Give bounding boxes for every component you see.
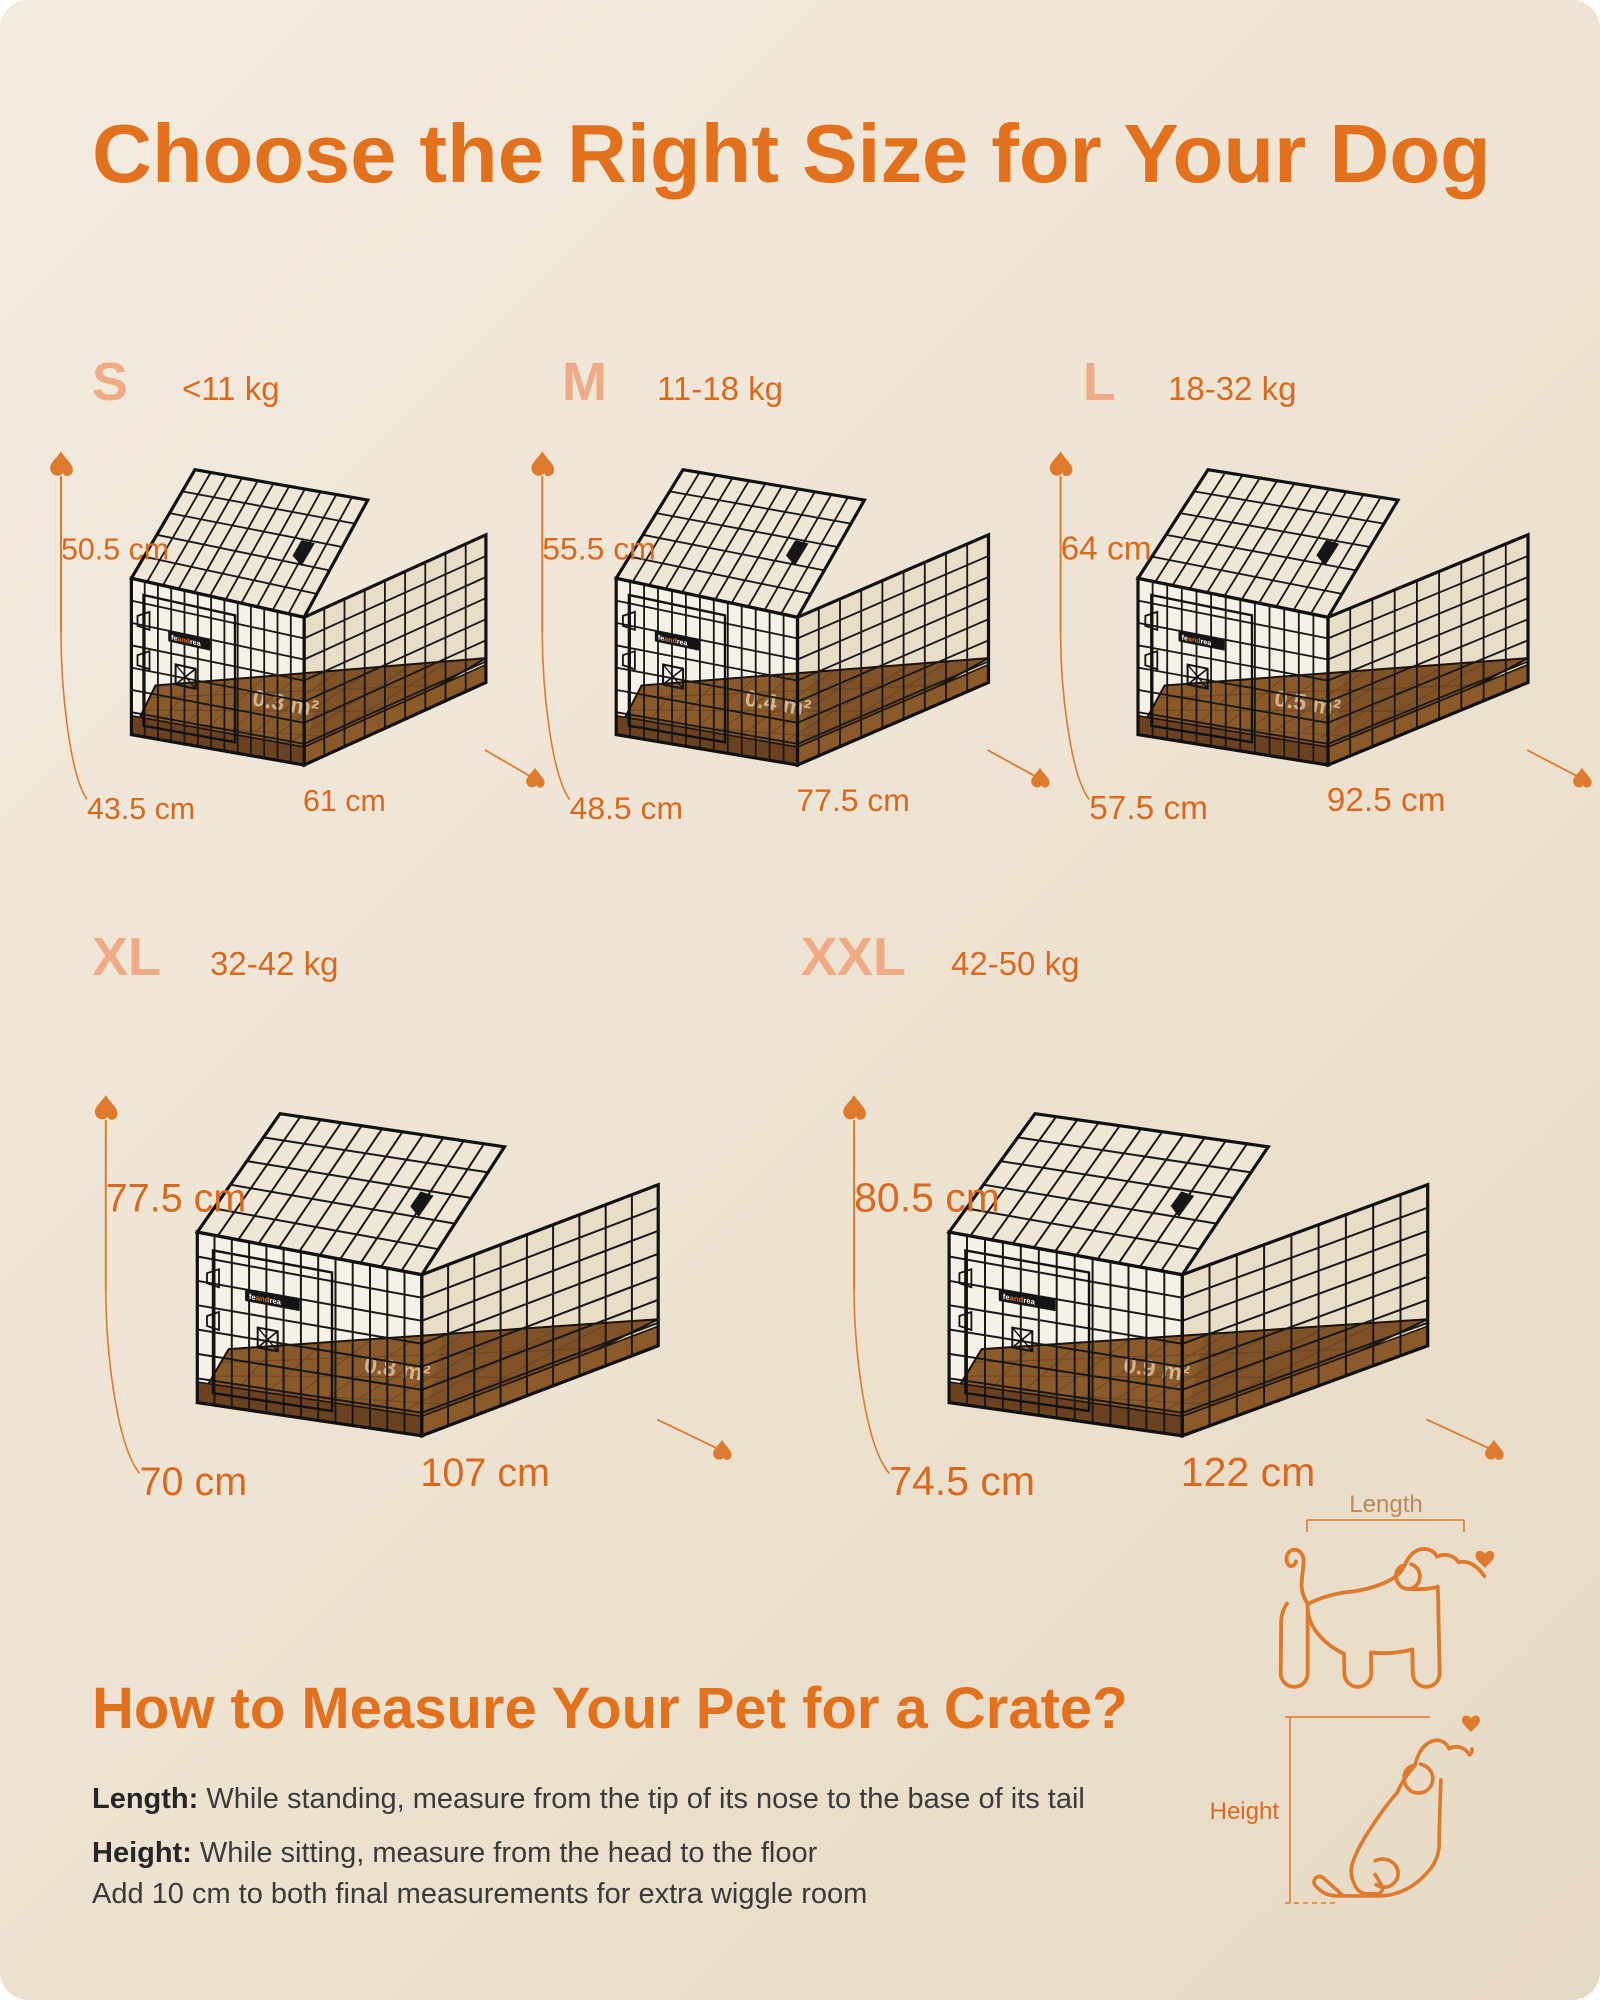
svg-text:Add 10 cm to both final measur: Add 10 cm to both final measurements for… xyxy=(92,1878,867,1910)
svg-text:57.5 cm: 57.5 cm xyxy=(1089,790,1208,827)
svg-text:50.5 cm: 50.5 cm xyxy=(61,532,169,566)
svg-text:XXL: XXL xyxy=(801,927,906,987)
svg-text:107 cm: 107 cm xyxy=(420,1451,550,1495)
svg-text:61 cm: 61 cm xyxy=(303,784,386,818)
svg-text:42-50 kg: 42-50 kg xyxy=(951,945,1079,982)
svg-text:11-18 kg: 11-18 kg xyxy=(657,370,783,407)
svg-text:77.5 cm: 77.5 cm xyxy=(796,782,909,818)
svg-text:92.5 cm: 92.5 cm xyxy=(1327,782,1446,819)
svg-text:Length: Length xyxy=(1349,1491,1422,1518)
svg-text:S: S xyxy=(92,352,128,412)
svg-text:43.5 cm: 43.5 cm xyxy=(87,792,195,826)
svg-text:<11 kg: <11 kg xyxy=(182,370,280,407)
svg-text:64 cm: 64 cm xyxy=(1061,530,1152,567)
svg-text:Length: While standing, measur: Length: While standing, measure from the… xyxy=(92,1783,1085,1815)
svg-text:How to Measure Your Pet for a: How to Measure Your Pet for a Crate? xyxy=(92,1676,1128,1741)
svg-text:Height: Height xyxy=(1210,1798,1280,1825)
svg-text:L: L xyxy=(1083,352,1116,412)
svg-text:48.5 cm: 48.5 cm xyxy=(570,790,683,826)
svg-text:74.5 cm: 74.5 cm xyxy=(889,1458,1035,1504)
svg-text:122 cm: 122 cm xyxy=(1181,1449,1315,1495)
svg-text:80.5 cm: 80.5 cm xyxy=(854,1175,1000,1221)
svg-text:XL: XL xyxy=(92,927,161,987)
svg-text:55.5 cm: 55.5 cm xyxy=(542,530,655,566)
svg-text:M: M xyxy=(562,352,607,412)
svg-text:77.5 cm: 77.5 cm xyxy=(106,1177,247,1221)
svg-text:Choose the Right Size for Your: Choose the Right Size for Your Dog xyxy=(92,107,1491,200)
svg-text:32-42 kg: 32-42 kg xyxy=(210,945,338,982)
svg-text:70 cm: 70 cm xyxy=(140,1460,248,1504)
svg-text:18-32 kg: 18-32 kg xyxy=(1168,370,1296,407)
svg-text:Height: While sitting, measure: Height: While sitting, measure from the … xyxy=(92,1837,818,1869)
